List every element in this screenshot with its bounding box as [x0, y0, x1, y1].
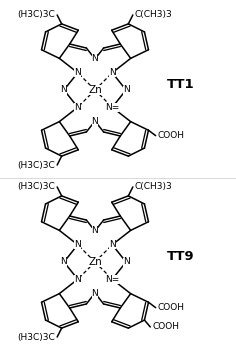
Text: TT1: TT1	[167, 79, 195, 92]
Text: N: N	[109, 240, 116, 249]
Text: (H3C)3C: (H3C)3C	[17, 333, 55, 342]
Text: (H3C)3C: (H3C)3C	[17, 182, 55, 191]
Text: COOH: COOH	[152, 323, 179, 332]
Text: N: N	[92, 227, 98, 235]
Text: C(CH3)3: C(CH3)3	[135, 10, 173, 20]
Text: N: N	[92, 289, 98, 298]
Text: N=: N=	[105, 275, 119, 284]
Text: N: N	[74, 240, 81, 249]
Text: N: N	[74, 68, 81, 77]
Text: N: N	[92, 54, 98, 63]
Text: N: N	[61, 85, 67, 94]
Text: TT9: TT9	[167, 251, 195, 264]
Text: N: N	[123, 257, 129, 266]
Text: COOH: COOH	[158, 131, 185, 140]
Text: Zn: Zn	[88, 257, 102, 267]
Text: N: N	[74, 275, 81, 284]
Text: COOH: COOH	[158, 303, 185, 312]
Text: Zn: Zn	[88, 85, 102, 95]
Text: C(CH3)3: C(CH3)3	[135, 182, 173, 191]
Text: (H3C)3C: (H3C)3C	[17, 10, 55, 20]
Text: N=: N=	[105, 103, 119, 112]
Text: N: N	[123, 85, 129, 94]
Text: (H3C)3C: (H3C)3C	[17, 161, 55, 169]
Text: N: N	[109, 68, 116, 77]
Text: N: N	[92, 117, 98, 126]
Text: N: N	[74, 103, 81, 112]
Text: N: N	[61, 257, 67, 266]
